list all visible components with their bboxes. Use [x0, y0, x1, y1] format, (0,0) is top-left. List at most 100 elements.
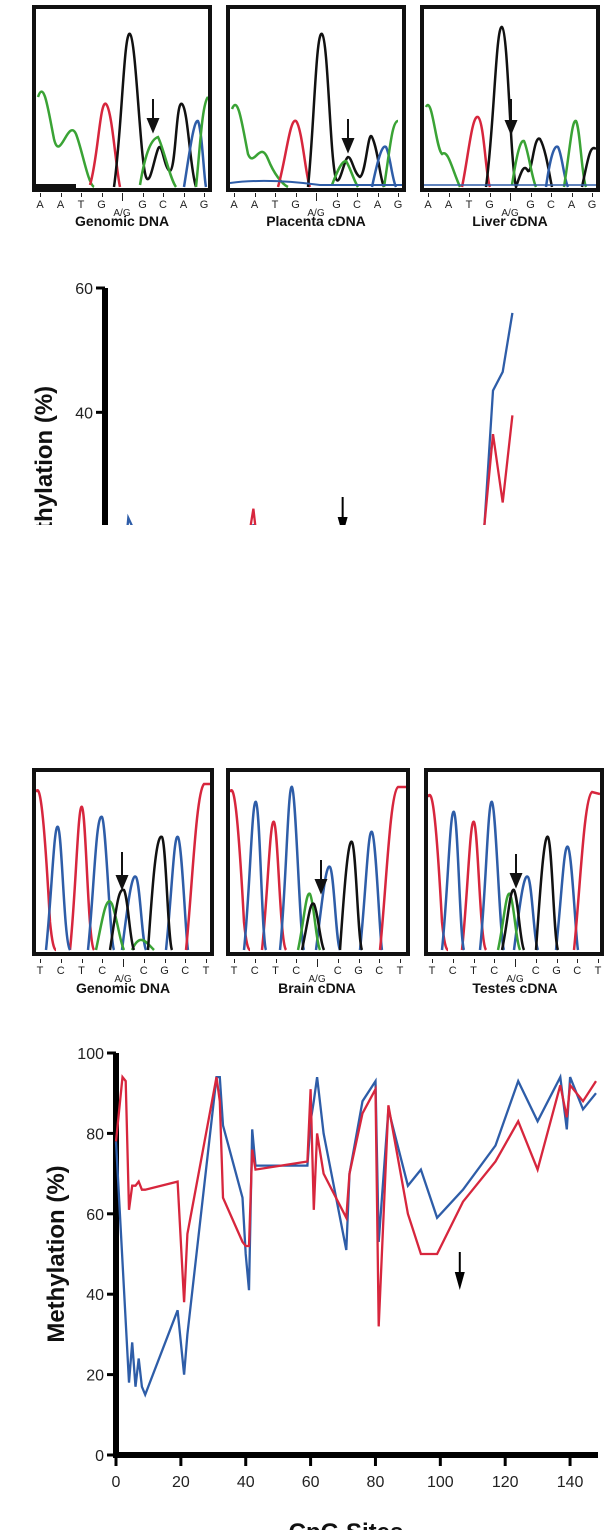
base-label: G [393, 199, 403, 211]
base-tick [40, 959, 41, 963]
snp-base-label: A/G [113, 208, 131, 219]
snp-arrow-icon [454, 1252, 465, 1290]
x-tick-label: 40 [237, 1474, 255, 1491]
y-tick-label: 60 [86, 1207, 104, 1224]
base-tick [357, 193, 358, 197]
base-label: C [353, 199, 361, 211]
chromatogram-placenta-cdna [226, 5, 406, 192]
snp-base-label: A/G [307, 208, 325, 219]
arrow-icon [504, 99, 518, 136]
base-tick [452, 959, 454, 963]
base-tick [101, 193, 103, 197]
x-tick-label: 60 [302, 1474, 320, 1491]
base-label: C [375, 965, 384, 977]
base-label: T [271, 199, 279, 211]
base-label: G [138, 199, 147, 211]
methylation-chart-2: 0 20 40 60 80 100 0 20 40 60 80 100 120 140 CpG Sites M… [43, 1046, 598, 1530]
snp-base-label: A/G [308, 974, 326, 985]
base-tick [317, 959, 318, 967]
snp-base-label: A/G [114, 974, 132, 985]
base-tick [185, 959, 187, 963]
chromatogram-trace [36, 782, 210, 952]
top-chromatogram-row: A A T G A/G G C A G Genomic DNA A A T G A/G G C A G Placent… [0, 0, 608, 230]
chromatogram-genomic-dna-bottom [32, 768, 214, 956]
chromatogram-brain-cdna [226, 768, 410, 956]
arrow-icon [509, 854, 523, 889]
x-axis-label: CpG Sites [289, 1519, 404, 1530]
base-tick [234, 193, 235, 197]
base-label: A [444, 199, 453, 211]
base-tick [448, 193, 450, 197]
base-label: A [424, 199, 432, 211]
base-label: G [354, 965, 363, 977]
base-label: C [531, 965, 540, 977]
base-tick [254, 193, 256, 197]
base-tick [377, 193, 379, 197]
base-tick [379, 959, 381, 963]
trace-title: Genomic DNA [74, 213, 170, 229]
base-tick [592, 193, 593, 197]
base-label: A [230, 199, 238, 211]
trace-title: Placenta cDNA [266, 213, 366, 229]
base-tick [598, 959, 599, 963]
base-label: G [199, 199, 209, 211]
y-tick-label: 100 [77, 1046, 104, 1063]
chromatogram-testes-cdna [424, 768, 604, 956]
base-tick [337, 959, 339, 963]
base-label: T [36, 965, 44, 977]
base-label: C [573, 965, 582, 977]
base-tick [254, 959, 256, 963]
base-label: C [333, 965, 342, 977]
base-label: G [332, 199, 341, 211]
base-tick [489, 193, 491, 197]
trace-title: Genomic DNA [75, 980, 171, 996]
base-tick [295, 193, 297, 197]
series-line-red [249, 415, 514, 525]
base-tick [60, 193, 62, 197]
base-label: C [448, 965, 457, 977]
base-tick [102, 959, 104, 963]
trace-title: Liver cDNA [472, 213, 548, 229]
chromatogram-trace [230, 32, 402, 188]
base-label: G [291, 199, 300, 211]
base-label: G [97, 199, 106, 211]
x-tick-label: 120 [492, 1474, 519, 1491]
base-label: T [230, 965, 238, 977]
bottom-chromatogram-row: T C T C A/G C G C T Genomic DNA T C T C A/G C G C T Brain c… [0, 760, 608, 1000]
base-tick [81, 959, 83, 963]
y-tick-label: 20 [86, 1368, 104, 1385]
base-tick [473, 959, 475, 963]
base-tick [123, 959, 124, 967]
y-axis-label: Methylation (%) [43, 1165, 70, 1342]
base-label: G [485, 199, 494, 211]
arrow-icon [146, 99, 160, 134]
base-tick [530, 193, 532, 197]
chromatogram-trace [230, 785, 406, 952]
base-label: C [547, 199, 555, 211]
base-label: T [202, 965, 210, 977]
base-tick [494, 959, 496, 963]
base-label: G [587, 199, 597, 211]
base-tick [163, 193, 164, 197]
base-tick [428, 193, 429, 197]
base-tick [81, 193, 82, 197]
base-label: A [567, 199, 576, 211]
snp-base-label: A/G [506, 974, 524, 985]
base-tick [122, 193, 123, 201]
arrow-icon [115, 852, 129, 891]
base-tick [204, 193, 205, 197]
base-tick [60, 959, 62, 963]
base-tick [164, 959, 166, 963]
snp-base-label: A/G [501, 208, 519, 219]
base-label: T [428, 965, 436, 977]
base-label: T [78, 965, 85, 977]
base-tick [510, 193, 511, 201]
base-label: A [56, 199, 65, 211]
base-tick [398, 193, 399, 197]
base-tick [358, 959, 360, 963]
base-tick [400, 959, 401, 963]
base-label: A [250, 199, 259, 211]
base-tick [183, 193, 185, 197]
base-label: T [594, 965, 602, 977]
base-tick [577, 959, 579, 963]
